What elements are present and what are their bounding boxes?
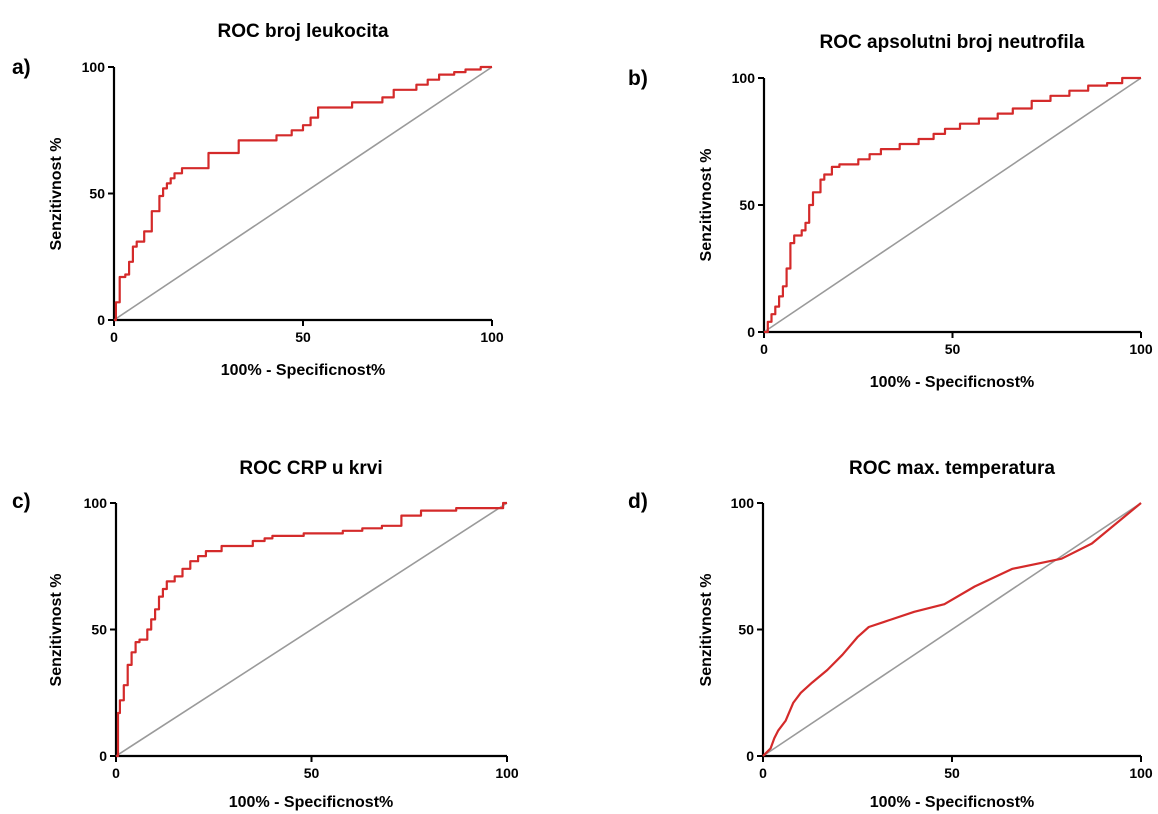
panel-a: a) ROC broj leukocita 100% - Specificnos… — [12, 21, 504, 379]
y-tick-label: 0 — [746, 748, 754, 764]
x-tick-label: 100 — [1129, 341, 1153, 357]
panel-c: c) ROC CRP u krvi 100% - Specificnost% S… — [12, 458, 519, 811]
y-tick-label: 50 — [739, 197, 755, 213]
chart-title: ROC broj leukocita — [217, 21, 388, 42]
reference-diagonal-line — [115, 502, 508, 757]
x-tick-label: 100 — [495, 765, 519, 781]
x-axis-label: 100% - Specificnost% — [870, 794, 1035, 811]
reference-diagonal-line — [762, 502, 1142, 757]
y-tick-label: 0 — [99, 748, 107, 764]
reference-diagonal-line — [763, 77, 1142, 333]
y-tick-label: 0 — [97, 312, 105, 328]
x-tick-label: 50 — [304, 765, 320, 781]
x-tick-label: 0 — [112, 765, 120, 781]
x-tick-label: 50 — [295, 329, 311, 345]
y-axis-label: Senzitivnost % — [48, 574, 65, 687]
reference-diagonal-line — [113, 66, 493, 321]
x-tick-label: 100 — [480, 329, 504, 345]
panel-d: d) ROC max. temperatura 100% - Specificn… — [628, 458, 1153, 811]
chart-title: ROC apsolutni broj neutrofila — [820, 32, 1085, 53]
y-tick-label: 0 — [747, 324, 755, 340]
x-tick-label: 50 — [944, 765, 960, 781]
x-tick-label: 50 — [945, 341, 961, 357]
y-tick-label: 100 — [84, 495, 108, 511]
y-tick-label: 100 — [732, 70, 756, 86]
panel-letter: b) — [628, 67, 648, 90]
x-tick-label: 0 — [110, 329, 118, 345]
panel-letter: c) — [12, 490, 31, 513]
x-axis-label: 100% - Specificnost% — [870, 374, 1035, 391]
x-tick-label: 0 — [760, 341, 768, 357]
y-tick-label: 50 — [89, 186, 105, 202]
panel-letter: a) — [12, 56, 31, 79]
x-axis-label: 100% - Specificnost% — [221, 362, 386, 379]
roc-curve-line — [116, 501, 507, 758]
x-tick-label: 0 — [759, 765, 767, 781]
roc-curve-line — [762, 502, 1142, 757]
y-tick-label: 100 — [731, 495, 755, 511]
y-tick-label: 50 — [738, 622, 754, 638]
chart-title: ROC max. temperatura — [849, 458, 1055, 479]
y-axis-label: Senzitivnost % — [698, 574, 715, 687]
y-tick-label: 50 — [91, 622, 107, 638]
chart-title: ROC CRP u krvi — [239, 458, 382, 479]
y-tick-label: 100 — [82, 59, 106, 75]
y-axis-label: Senzitivnost % — [48, 138, 65, 251]
panel-letter: d) — [628, 490, 648, 513]
roc-curve-line — [764, 76, 1141, 334]
panel-b: b) ROC apsolutni broj neutrofila 100% - … — [628, 32, 1153, 391]
y-axis-label: Senzitivnost % — [698, 149, 715, 262]
roc-curve-line — [114, 65, 492, 322]
x-tick-label: 100 — [1129, 765, 1153, 781]
x-axis-label: 100% - Specificnost% — [229, 794, 394, 811]
